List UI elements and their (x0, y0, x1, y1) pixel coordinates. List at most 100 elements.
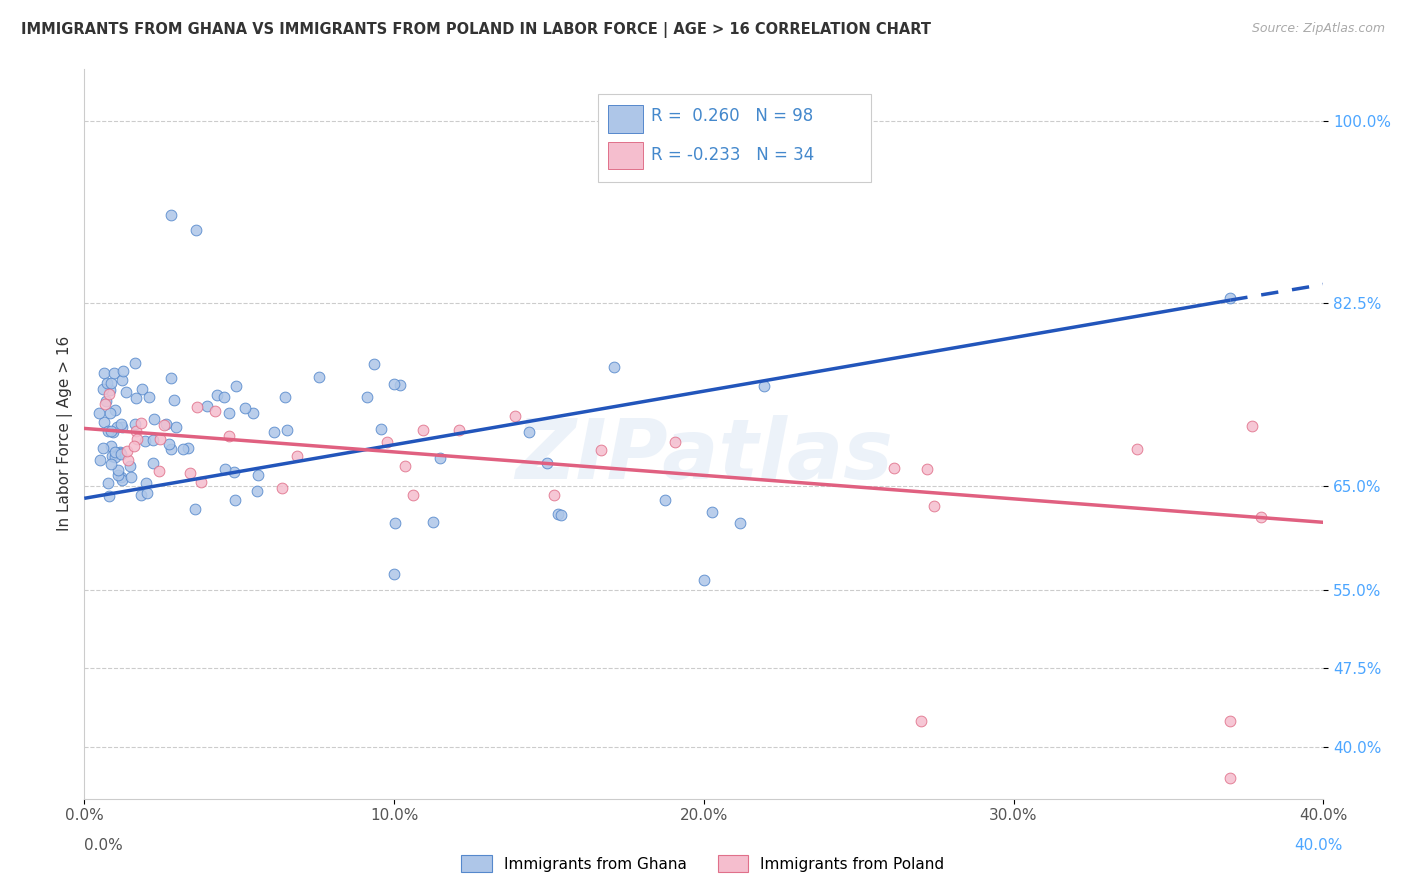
Point (212, 390, 235, 404)
Point (94, 397, 117, 411)
Point (107, 463, 129, 477)
FancyBboxPatch shape (599, 94, 872, 182)
Point (1241, 418, 1264, 433)
Point (160, 208, 183, 222)
Point (233, 401, 256, 416)
Point (124, 356, 146, 370)
Point (274, 390, 297, 404)
Point (142, 412, 165, 426)
Text: R =  0.260   N = 98: R = 0.260 N = 98 (651, 107, 813, 125)
Point (693, 573, 716, 587)
Point (205, 388, 228, 402)
Point (104, 450, 127, 464)
Point (100, 424, 122, 438)
FancyBboxPatch shape (609, 142, 643, 169)
Point (183, 502, 205, 516)
Point (543, 488, 565, 502)
Point (370, 421, 392, 435)
Point (155, 417, 177, 431)
Point (517, 425, 540, 440)
Point (204, 404, 226, 418)
Point (124, 417, 146, 432)
Point (136, 486, 159, 500)
Point (148, 464, 170, 478)
Point (1219, 291, 1241, 305)
Point (100, 439, 122, 453)
Point (172, 442, 194, 456)
Point (96, 376, 118, 390)
Point (922, 499, 945, 513)
Point (165, 419, 187, 434)
Point (195, 399, 218, 413)
Point (110, 417, 132, 431)
Point (384, 516, 406, 530)
Point (412, 423, 434, 437)
Point (429, 451, 451, 466)
Point (103, 366, 125, 380)
Point (186, 400, 208, 414)
Point (263, 425, 285, 439)
Point (224, 492, 246, 507)
Point (271, 481, 294, 495)
Point (125, 392, 148, 406)
Point (124, 439, 146, 453)
Point (111, 420, 134, 434)
Point (654, 493, 676, 508)
Point (100, 449, 122, 463)
Point (308, 369, 330, 384)
Point (107, 420, 129, 434)
Point (603, 360, 626, 375)
Point (1219, 714, 1241, 728)
Point (142, 433, 165, 447)
Point (422, 515, 444, 529)
Point (91, 441, 114, 455)
Point (728, 516, 751, 530)
Point (159, 371, 181, 385)
Point (104, 445, 127, 459)
Point (131, 382, 153, 396)
Point (664, 434, 686, 449)
Point (110, 447, 132, 461)
Text: R = -0.233   N = 34: R = -0.233 N = 34 (651, 146, 814, 164)
Point (159, 442, 181, 456)
Point (536, 456, 558, 470)
Point (107, 467, 129, 482)
Point (91, 382, 114, 396)
FancyBboxPatch shape (609, 105, 643, 133)
Point (87, 406, 110, 420)
Point (883, 460, 905, 475)
Point (114, 385, 136, 400)
Point (115, 444, 138, 458)
Point (129, 416, 152, 430)
Point (190, 475, 212, 490)
Point (124, 424, 146, 438)
Point (389, 378, 412, 392)
Point (218, 406, 240, 420)
Point (149, 433, 172, 447)
Point (246, 467, 269, 482)
Point (1126, 442, 1149, 457)
Point (152, 417, 174, 432)
Point (97, 424, 120, 438)
Point (356, 390, 378, 404)
Point (915, 461, 938, 475)
Point (246, 484, 269, 499)
Point (100, 457, 122, 471)
Point (96, 393, 118, 408)
Point (125, 432, 148, 446)
Point (589, 442, 612, 457)
Point (135, 476, 157, 491)
Point (111, 364, 134, 378)
Point (142, 456, 165, 470)
Point (218, 429, 240, 443)
Point (120, 470, 142, 484)
Point (285, 449, 308, 463)
Point (110, 444, 132, 458)
Point (138, 390, 160, 404)
Point (214, 462, 236, 476)
Point (117, 452, 139, 467)
Point (402, 488, 425, 502)
Point (163, 392, 186, 407)
Point (394, 458, 416, 473)
Point (700, 505, 723, 519)
